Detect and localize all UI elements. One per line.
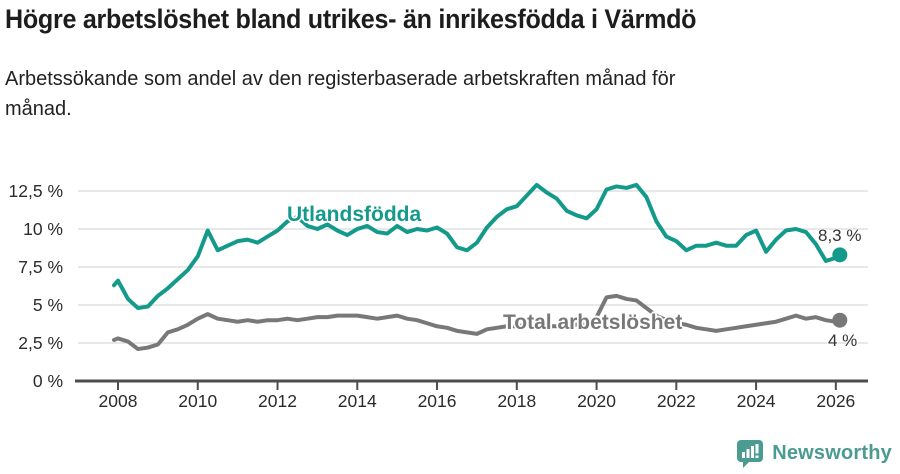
series-end-dot-total: [832, 312, 848, 328]
x-tick-label: 2018: [497, 391, 536, 411]
x-tick-label: 2022: [657, 391, 696, 411]
series-line-foreign-born: [112, 182, 842, 311]
newsworthy-brand: Newsworthy: [735, 438, 892, 468]
x-tick-label: 2016: [418, 391, 457, 411]
y-tick-label: 0 %: [33, 371, 63, 391]
subtitle-line-2: månad.: [5, 98, 72, 120]
x-tick-label: 2026: [816, 391, 855, 411]
x-tick-label: 2024: [737, 391, 776, 411]
y-tick-label: 2,5 %: [18, 333, 63, 353]
series-label-foreign-born: Utlandsfödda: [287, 203, 422, 226]
series-line-total: [112, 293, 842, 352]
chart-subtitle: Arbetssökande som andel av den registerb…: [5, 64, 865, 124]
x-tick-label: 2008: [99, 391, 138, 411]
newsworthy-brand-text: Newsworthy: [772, 441, 892, 464]
series-label-total: Total arbetslöshet: [503, 311, 683, 334]
y-tick-label: 12,5 %: [9, 181, 63, 201]
x-tick-label: 2014: [338, 391, 377, 411]
y-tick-label: 7,5 %: [18, 257, 63, 277]
x-tick-label: 2010: [178, 391, 217, 411]
x-tick-label: 2020: [577, 391, 616, 411]
x-tick-label: 2012: [258, 391, 297, 411]
page-title: Högre arbetslöshet bland utrikes- än inr…: [5, 4, 697, 34]
series-end-dot-foreign-born: [832, 247, 848, 263]
y-tick-label: 10 %: [23, 219, 63, 239]
newsworthy-logo-icon: [737, 440, 764, 468]
end-value-label-foreign-born: 8,3 %: [818, 226, 862, 245]
subtitle-line-1: Arbetssökande som andel av den registerb…: [5, 68, 676, 90]
y-tick-label: 5 %: [33, 295, 63, 315]
end-value-label-total: 4 %: [828, 331, 858, 350]
